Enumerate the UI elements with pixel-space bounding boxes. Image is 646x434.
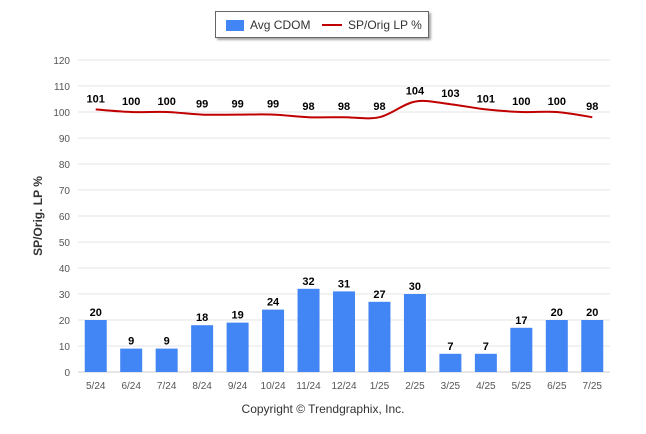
y-tick-label: 40: [59, 264, 71, 275]
y-tick-label: 100: [53, 108, 70, 119]
bar-data-label: 19: [231, 310, 243, 322]
bar: [439, 353, 462, 372]
x-tick-label: 8/24: [192, 381, 212, 392]
line-data-label: 101: [477, 93, 495, 105]
x-tick-label: 11/24: [296, 381, 321, 392]
bar-data-labels: 20 9 9 18 19 24 32 31 27 30 7 7 17 20 20: [90, 276, 599, 353]
bar-data-label: 24: [267, 297, 280, 309]
x-tick-label: 10/24: [261, 381, 286, 392]
copyright-text: Copyright © Trendgraphix, Inc.: [241, 402, 405, 416]
bar: [191, 325, 214, 372]
x-tick-label: 6/25: [547, 381, 567, 392]
bar: [474, 353, 497, 372]
y-tick-label: 50: [59, 238, 71, 249]
x-tick-label: 5/24: [86, 381, 106, 392]
bar: [368, 301, 391, 372]
bar-data-label: 17: [515, 315, 527, 327]
legend-line-label: SP/Orig LP %: [348, 18, 422, 32]
legend-item-bar[interactable]: Avg CDOM: [226, 18, 310, 32]
x-tick-label: 6/24: [121, 381, 141, 392]
x-tick-label: 9/24: [228, 381, 248, 392]
y-tick-label: 20: [59, 316, 71, 327]
bar: [297, 288, 320, 372]
x-tick-label: 4/25: [476, 381, 496, 392]
y-tick-label: 10: [59, 342, 71, 353]
x-tick-label: 1/25: [370, 381, 390, 392]
line-data-label: 99: [231, 99, 243, 111]
y-axis-label: SP/Orig. LP %: [31, 176, 45, 256]
bar-data-label: 7: [483, 341, 489, 353]
legend-line-swatch: [322, 24, 342, 26]
y-tick-label: 30: [59, 290, 71, 301]
legend-bar-label: Avg CDOM: [250, 18, 311, 32]
legend: Avg CDOM SP/Orig LP %: [215, 11, 429, 38]
line-data-label: 98: [338, 101, 350, 113]
bar-data-label: 20: [551, 307, 563, 319]
bar-data-label: 30: [409, 281, 421, 293]
line-data-label: 100: [512, 96, 530, 108]
y-axis-ticks: 0 10 20 30 40 50 60 70 80 90 100 110 120: [53, 56, 70, 379]
bar-data-label: 31: [338, 278, 350, 290]
bar: [581, 320, 604, 372]
line-data-label: 100: [157, 96, 175, 108]
bar: [84, 320, 107, 372]
x-tick-label: 12/24: [331, 381, 356, 392]
line-data-label: 99: [267, 99, 279, 111]
bar-data-label: 9: [164, 336, 170, 348]
line-series: [95, 99, 593, 120]
legend-item-line[interactable]: SP/Orig LP %: [322, 18, 422, 32]
y-tick-label: 90: [59, 134, 71, 145]
y-tick-label: 110: [54, 82, 70, 93]
line-data-label: 101: [87, 93, 105, 105]
bar-data-label: 9: [128, 336, 134, 348]
line-data-label: 103: [441, 88, 459, 100]
bar: [333, 291, 355, 372]
y-tick-label: 80: [59, 160, 71, 171]
line-data-label: 100: [122, 96, 140, 108]
bar-data-label: 20: [90, 307, 102, 319]
x-tick-label: 2/25: [405, 381, 425, 392]
line-data-labels: 101 100 100 99 99 99 98 98 98 104 103 101 100 100 98: [87, 86, 599, 114]
bar: [226, 322, 249, 372]
y-tick-label: 70: [59, 186, 71, 197]
bar-data-label: 18: [196, 312, 208, 324]
bar: [120, 348, 143, 372]
bar: [155, 348, 178, 372]
x-tick-label: 3/25: [441, 381, 461, 392]
x-tick-label: 7/25: [583, 381, 603, 392]
x-tick-label: 5/25: [512, 381, 532, 392]
bar: [262, 309, 285, 372]
line-data-label: 99: [196, 99, 208, 111]
bar: [545, 320, 568, 372]
line-data-label: 98: [586, 101, 598, 113]
bar-data-label: 32: [302, 276, 314, 288]
x-axis-ticks: 5/24 6/24 7/24 8/24 9/24 10/24 11/24 12/24 1/25 2…: [86, 381, 602, 392]
y-tick-label: 120: [53, 56, 70, 67]
bar: [510, 327, 533, 372]
line-data-label: 100: [548, 96, 566, 108]
bar-series: [84, 288, 604, 372]
x-tick-label: 7/24: [157, 381, 177, 392]
legend-bar-swatch: [226, 19, 244, 31]
bar: [403, 294, 426, 372]
bar-data-label: 20: [586, 307, 598, 319]
line-data-label: 98: [302, 101, 314, 113]
y-tick-label: 0: [64, 368, 70, 379]
line-data-label: 98: [373, 101, 385, 113]
y-tick-label: 60: [59, 212, 71, 223]
bar-data-label: 7: [447, 341, 453, 353]
bar-data-label: 27: [373, 289, 385, 301]
line-data-label: 104: [406, 86, 425, 98]
